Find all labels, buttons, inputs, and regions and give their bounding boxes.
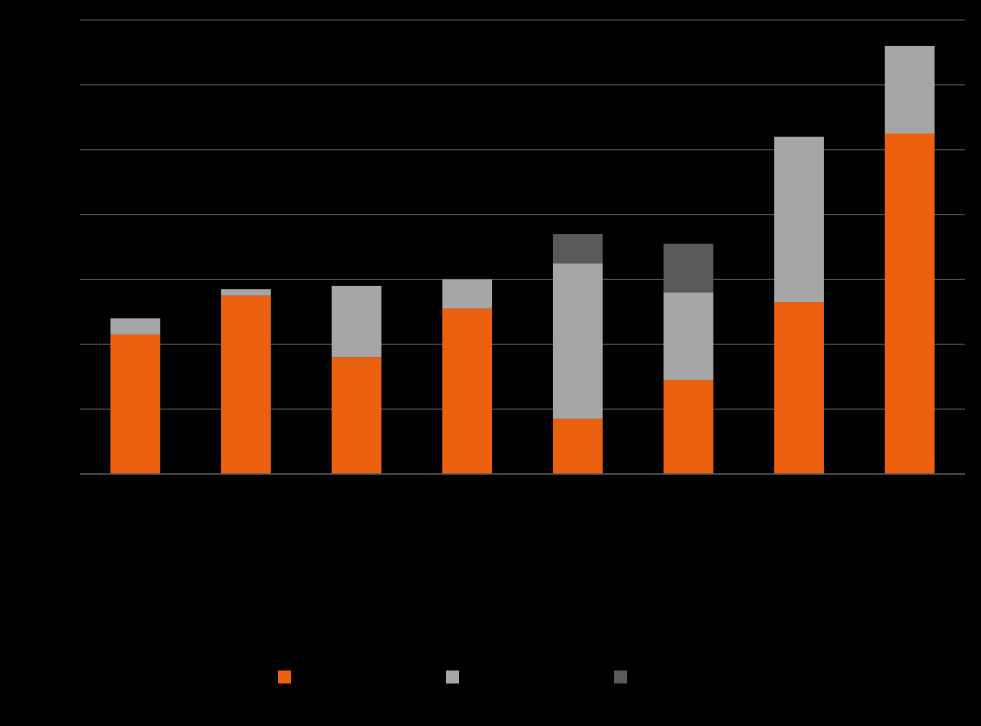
- bar-segment: [553, 263, 603, 419]
- bar-segment: [332, 286, 382, 357]
- bar-segment: [553, 419, 603, 474]
- bar-segment: [774, 137, 824, 302]
- bar-segment: [332, 357, 382, 474]
- bar-segment: [110, 318, 160, 334]
- bar-segment: [442, 309, 492, 474]
- stacked-bar-chart: [0, 0, 981, 726]
- bar-segment: [664, 380, 714, 474]
- bar-segment: [221, 296, 271, 474]
- bar-segment: [664, 292, 714, 380]
- legend-swatch: [278, 671, 291, 684]
- bar-segment: [664, 244, 714, 293]
- bar-segment: [885, 134, 935, 475]
- bar-segment: [774, 302, 824, 474]
- bar-segment: [221, 289, 271, 295]
- bar-segment: [110, 335, 160, 474]
- bar-segment: [885, 46, 935, 134]
- legend-swatch: [614, 671, 627, 684]
- bar-segment: [442, 279, 492, 308]
- bar-segment: [553, 234, 603, 263]
- legend-swatch: [446, 671, 459, 684]
